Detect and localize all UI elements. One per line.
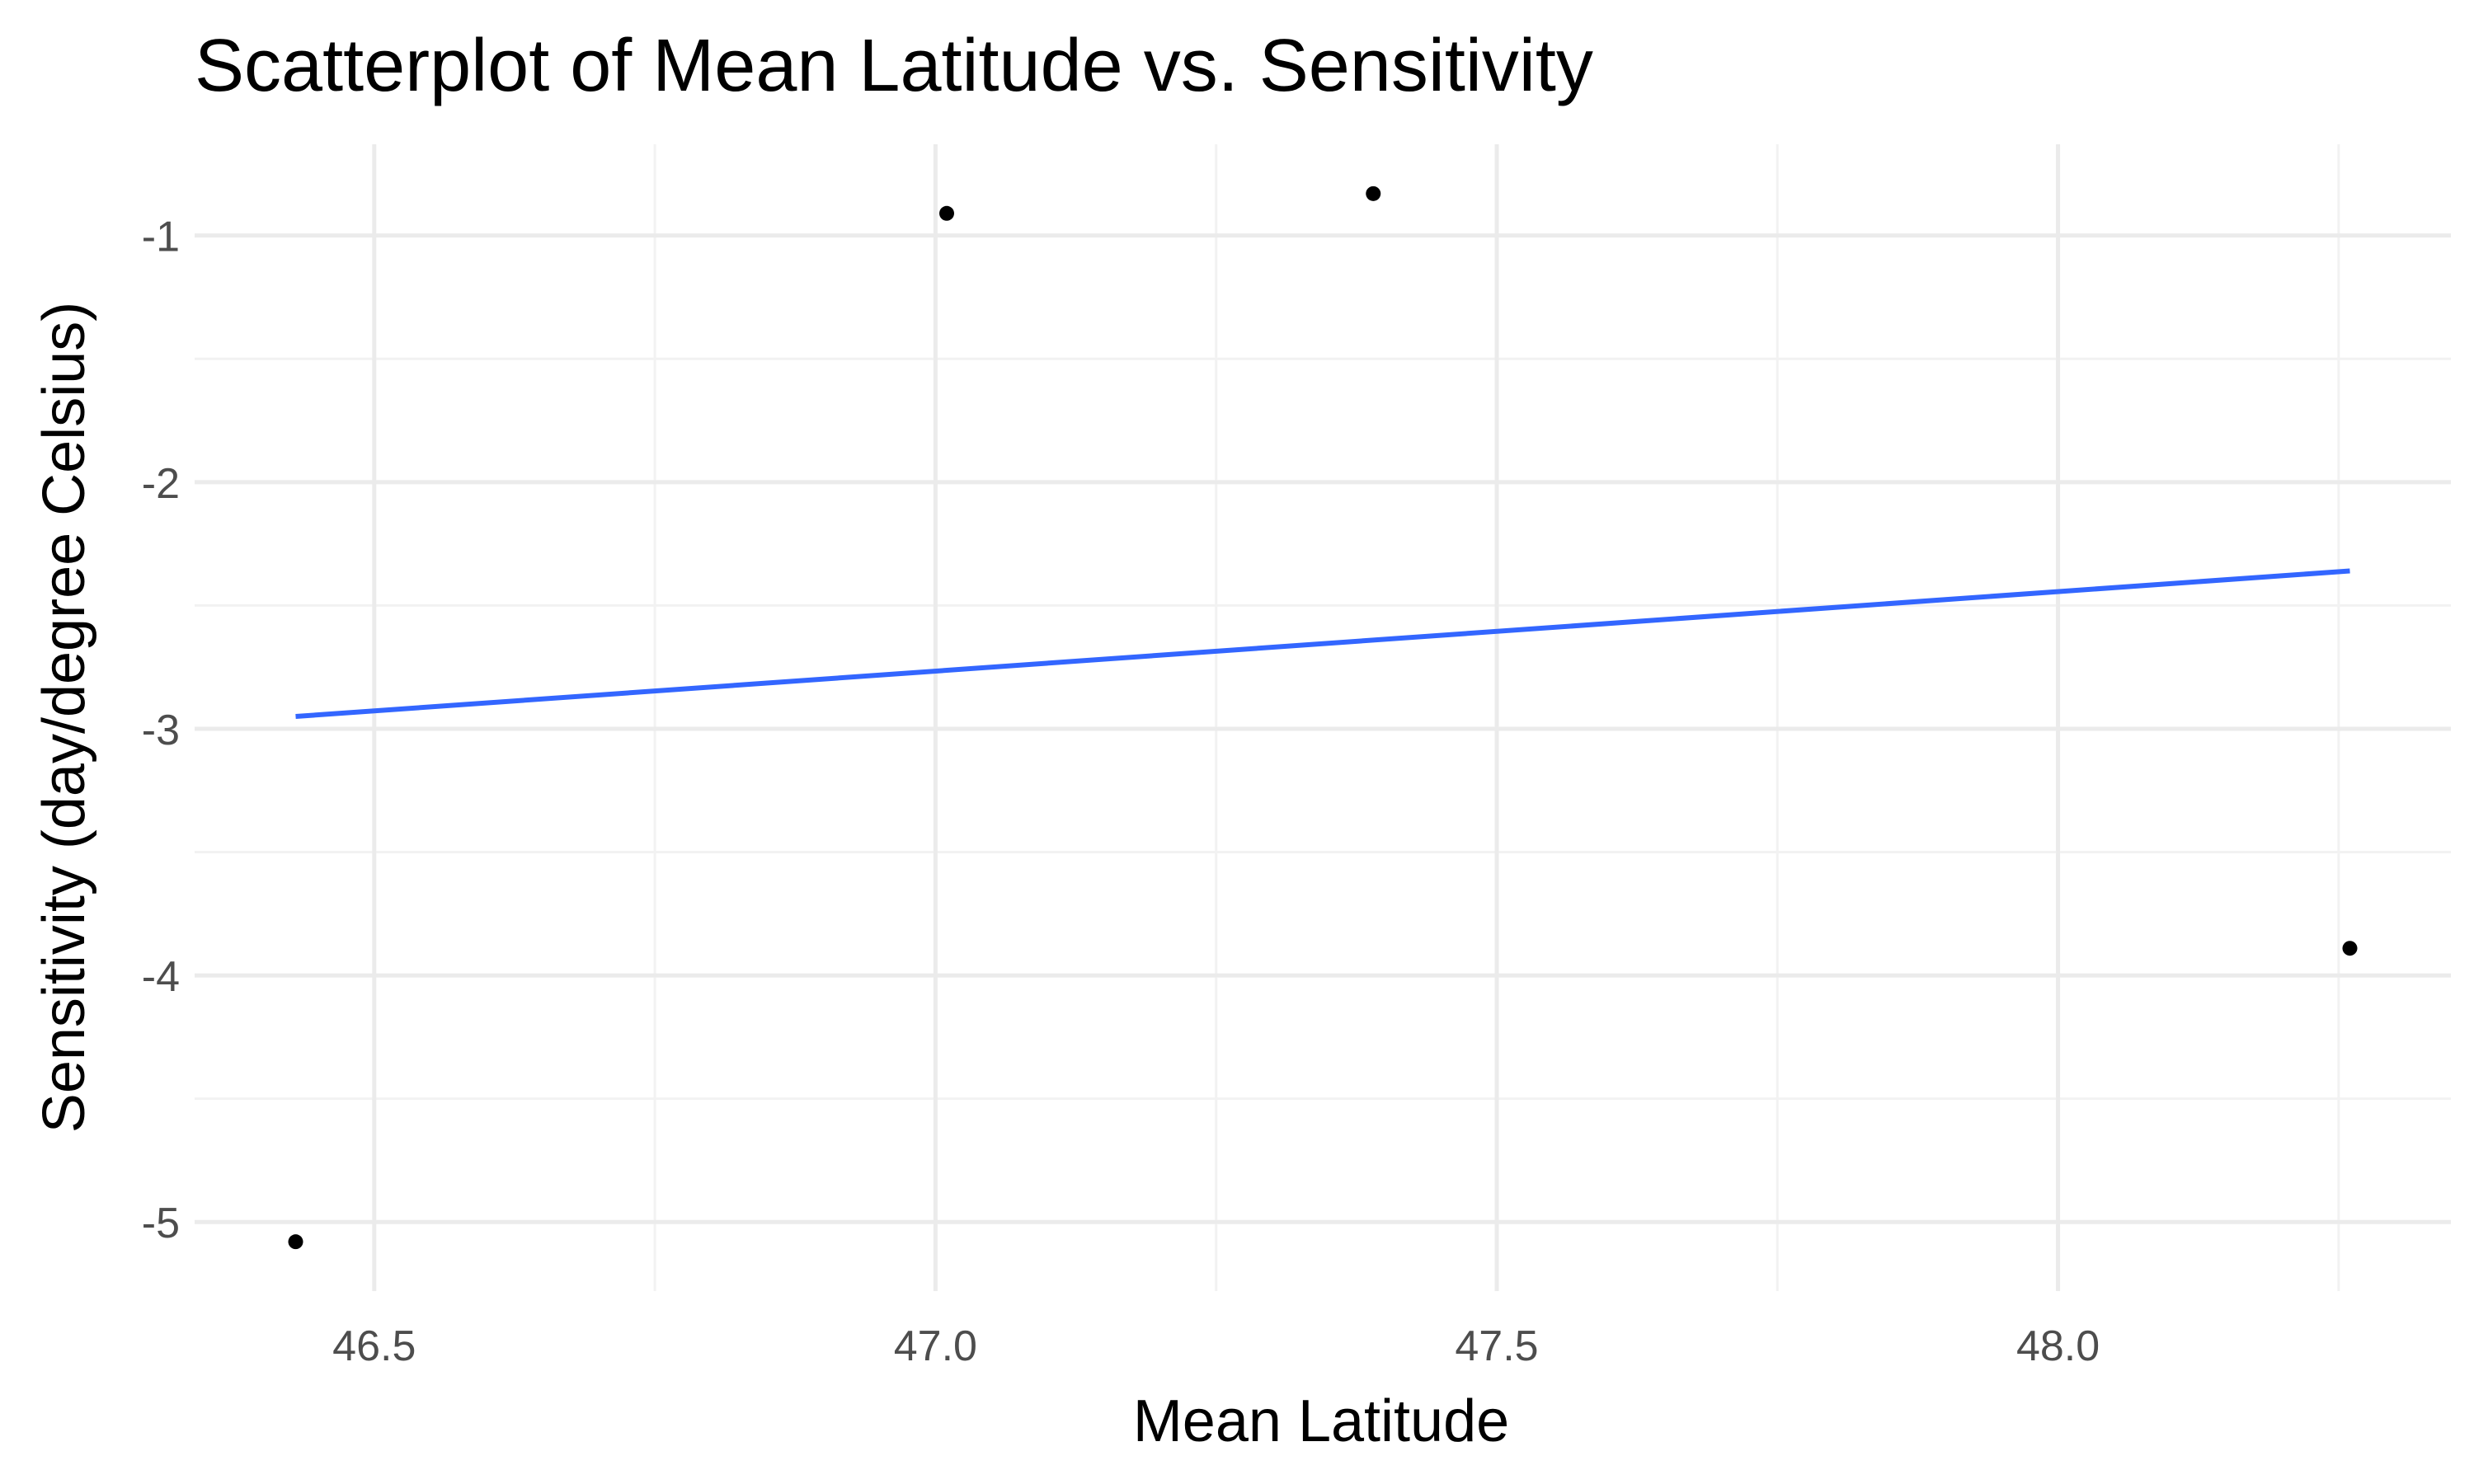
- x-tick-label: 46.5: [332, 1322, 416, 1370]
- data-point: [288, 1234, 303, 1250]
- data-point: [1366, 186, 1381, 201]
- y-tick-label: -5: [142, 1200, 180, 1247]
- y-axis-tick-labels: -5 -4 -3 -2 -1: [142, 214, 180, 1248]
- x-tick-label: 48.0: [2016, 1322, 2100, 1370]
- data-point: [939, 205, 954, 221]
- x-tick-label: 47.0: [894, 1322, 977, 1370]
- major-gridlines: [195, 144, 2451, 1291]
- y-tick-label: -4: [142, 953, 180, 1001]
- chart-title: Scatterplot of Mean Latitude vs. Sensiti…: [195, 25, 1593, 107]
- x-tick-label: 47.5: [1455, 1322, 1538, 1370]
- y-tick-label: -1: [142, 214, 180, 261]
- y-axis-title: Sensitivity (day/degree Celsius): [31, 302, 97, 1133]
- y-tick-label: -3: [142, 707, 180, 754]
- y-tick-label: -2: [142, 460, 180, 508]
- data-point: [2342, 941, 2358, 956]
- trend-line: [295, 568, 2350, 719]
- points-layer: [288, 186, 2358, 1250]
- minor-gridlines: [195, 144, 2451, 1291]
- trend-line-layer: [295, 568, 2350, 719]
- x-axis-title: Mean Latitude: [1133, 1388, 1509, 1454]
- x-axis-tick-labels: 46.5 47.0 47.5 48.0: [332, 1322, 2100, 1370]
